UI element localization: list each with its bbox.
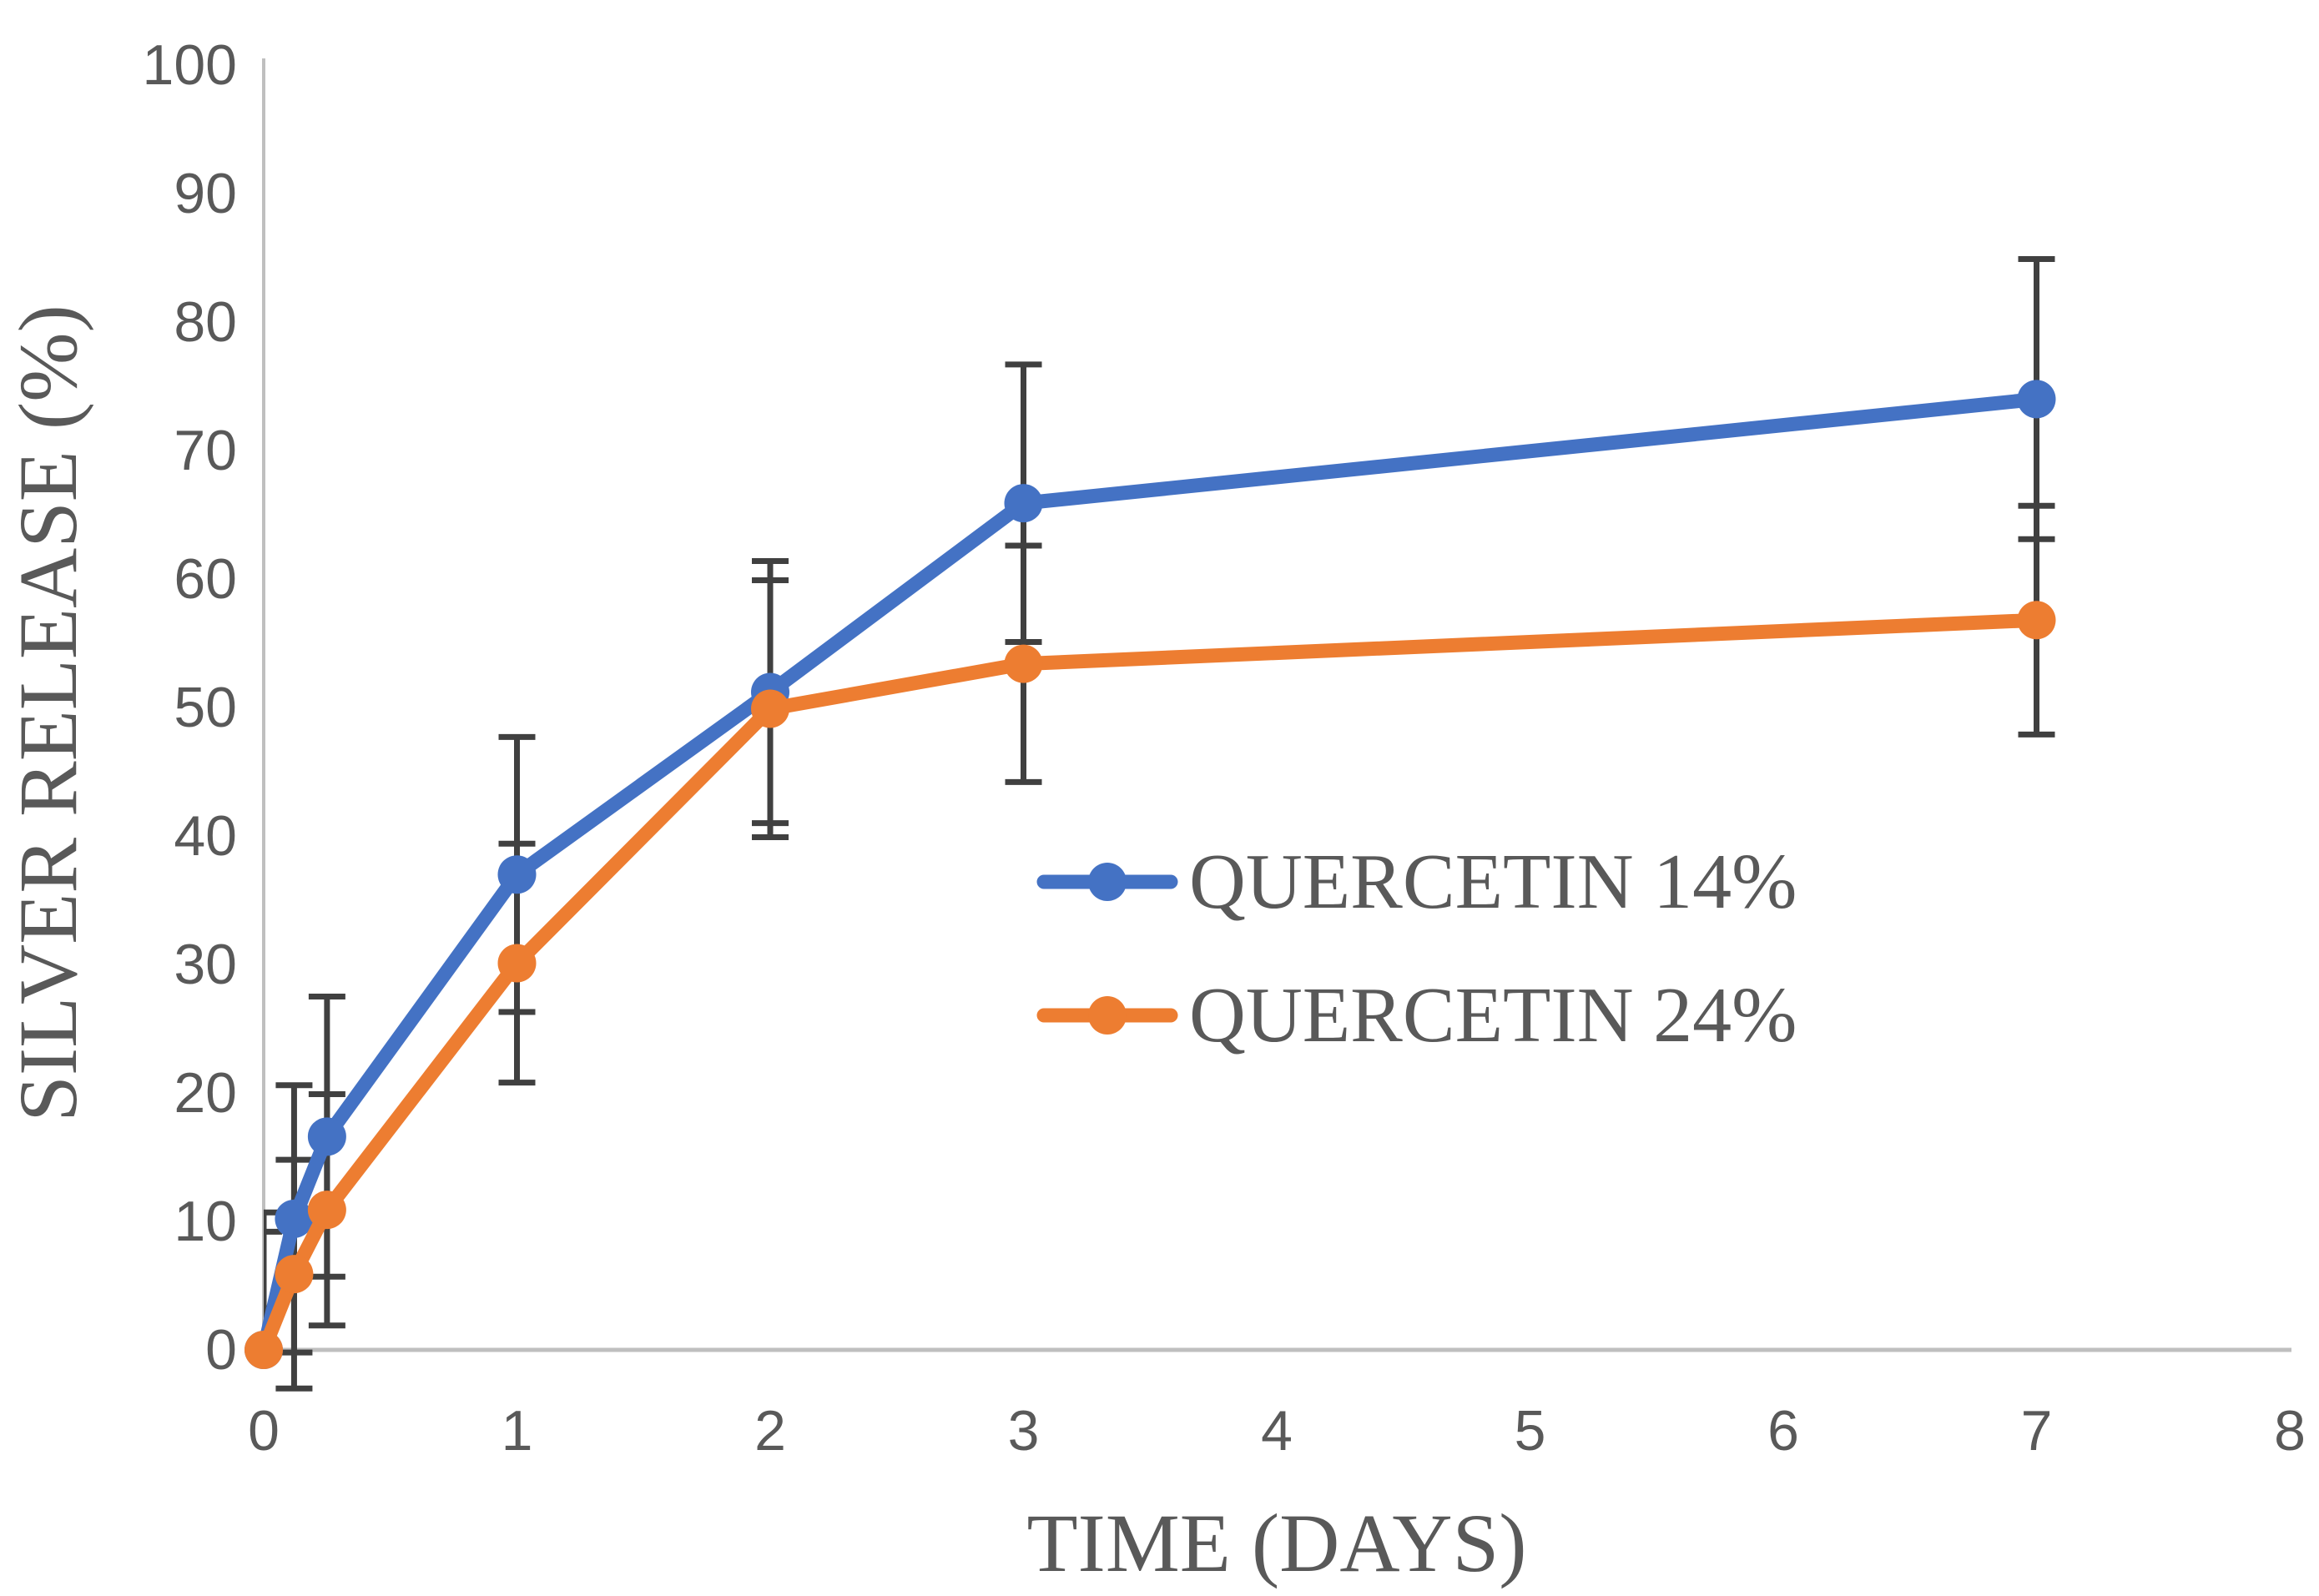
data-point-marker xyxy=(307,1191,346,1230)
y-tick-label: 70 xyxy=(174,419,237,482)
data-point-marker xyxy=(1004,484,1043,523)
legend-marker-icon xyxy=(1036,863,1178,901)
x-tick-label: 4 xyxy=(1261,1399,1293,1463)
y-tick-label: 30 xyxy=(174,933,237,996)
y-tick-label: 40 xyxy=(174,804,237,868)
x-tick-label: 3 xyxy=(1008,1399,1040,1463)
x-tick-label: 2 xyxy=(754,1399,786,1463)
y-tick-label: 60 xyxy=(174,547,237,611)
y-tick-label: 80 xyxy=(174,290,237,354)
series-2 xyxy=(245,601,2056,1369)
x-tick-label: 0 xyxy=(248,1399,280,1463)
data-point-marker xyxy=(497,855,537,894)
legend-label: QUERCETIN 24% xyxy=(1189,972,1797,1059)
y-tick-label: 90 xyxy=(174,162,237,225)
legend-label: QUERCETIN 14% xyxy=(1189,838,1797,925)
data-point-marker xyxy=(2017,601,2056,640)
data-point-marker xyxy=(2017,380,2056,419)
x-tick-label: 5 xyxy=(1515,1399,1546,1463)
y-tick-label: 10 xyxy=(174,1190,237,1253)
data-point-marker xyxy=(275,1255,314,1294)
y-tick-label: 0 xyxy=(205,1318,237,1382)
data-point-marker xyxy=(275,1199,314,1238)
y-axis-title: SILVER RELEASE (%) xyxy=(2,305,94,1122)
x-tick-label: 1 xyxy=(502,1399,533,1463)
data-point-marker xyxy=(497,944,537,983)
legend: QUERCETIN 14% QUERCETIN 24% xyxy=(1036,836,1797,1061)
y-tick-labels: 0 10 20 30 40 50 60 70 80 90 100 xyxy=(143,33,237,1382)
x-tick-label: 8 xyxy=(2274,1399,2306,1463)
y-tick-label: 20 xyxy=(174,1061,237,1125)
y-tick-label: 50 xyxy=(174,676,237,739)
legend-marker-icon xyxy=(1036,996,1178,1035)
x-axis-title: TIME (DAYS) xyxy=(1026,1497,1527,1589)
data-point-marker xyxy=(245,1331,283,1369)
data-point-marker xyxy=(1004,644,1043,683)
legend-item-2: QUERCETIN 24% xyxy=(1036,969,1797,1061)
x-tick-label: 7 xyxy=(2021,1399,2053,1463)
x-tick-label: 6 xyxy=(1767,1399,1799,1463)
x-tick-labels: 0 1 2 3 4 5 6 7 8 xyxy=(248,1399,2306,1463)
data-point-marker xyxy=(307,1117,346,1156)
legend-item-1: QUERCETIN 14% xyxy=(1036,836,1797,928)
y-tick-label: 100 xyxy=(143,33,237,97)
data-point-marker xyxy=(751,689,789,728)
